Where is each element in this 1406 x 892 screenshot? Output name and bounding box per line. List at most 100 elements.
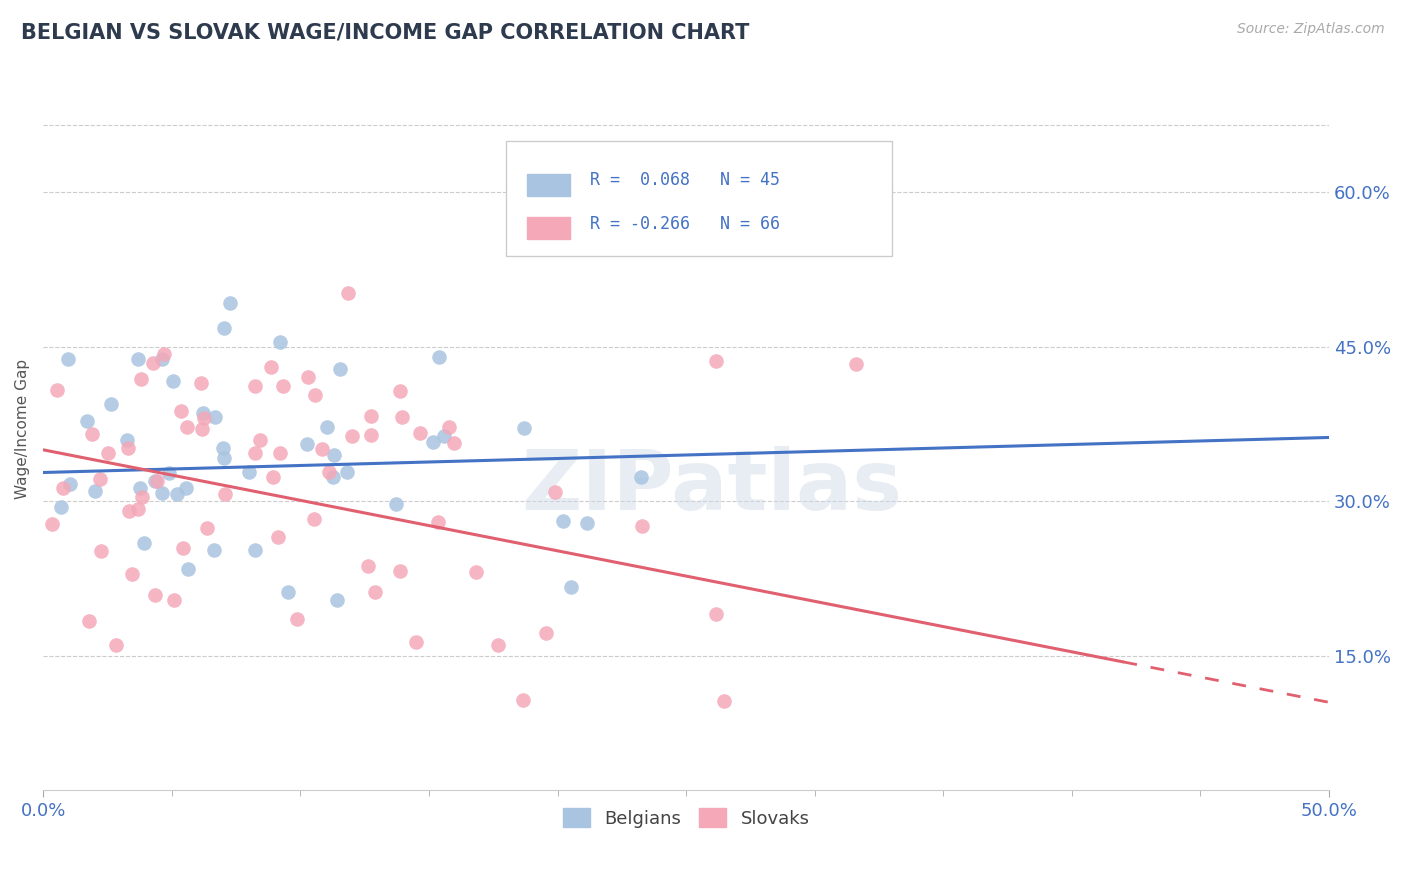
Point [249,434,271,448]
Point [162,374,184,388]
Point [512,692,534,706]
Point [427,350,450,364]
Point [170,404,193,418]
Point [77,614,100,628]
Point [212,450,235,465]
Point [118,504,141,518]
Point [238,465,260,479]
Point [172,541,194,555]
Point [513,421,536,435]
Point [316,419,339,434]
Point [318,466,340,480]
Point [46,383,69,397]
Point [145,589,167,603]
Point [243,446,266,460]
Point [269,334,291,349]
Point [389,384,412,399]
Point [575,516,598,530]
Point [89,472,111,486]
Point [433,429,456,443]
Point [534,626,557,640]
Point [302,512,325,526]
Point [336,465,359,479]
Point [285,612,308,626]
Point [551,514,574,528]
Point [150,351,173,366]
Point [128,481,150,495]
Point [704,354,727,368]
Legend: Belgians, Slovaks: Belgians, Slovaks [555,801,817,835]
Point [191,406,214,420]
Point [117,433,139,447]
Point [83,483,105,498]
Point [129,371,152,385]
Point [212,320,235,334]
Point [52,481,75,495]
Point [544,485,567,500]
Point [76,414,98,428]
Point [146,474,169,488]
Point [127,352,149,367]
Point [214,487,236,501]
Point [405,635,427,649]
Point [190,376,212,390]
Point [271,379,294,393]
Point [336,286,359,301]
Point [360,409,382,423]
Point [49,500,72,514]
Point [323,448,346,462]
Point [713,694,735,708]
Point [117,441,139,455]
Point [159,467,181,481]
Point [360,428,382,442]
Point [326,592,349,607]
Point [340,428,363,442]
Point [437,419,460,434]
Point [486,638,509,652]
Point [41,516,63,531]
Point [267,530,290,544]
Point [364,585,387,599]
Point [560,580,582,594]
Point [243,379,266,393]
Point [145,474,167,488]
Point [304,388,326,402]
Point [90,544,112,558]
Point [630,470,652,484]
Point [295,437,318,451]
Point [100,396,122,410]
Point [322,469,344,483]
Point [260,359,283,374]
Point [388,564,411,578]
Point [706,607,728,622]
Text: R = -0.266   N = 66: R = -0.266 N = 66 [589,215,780,233]
Point [153,347,176,361]
Point [166,487,188,501]
Point [269,446,291,460]
Point [104,638,127,652]
Point [127,501,149,516]
Point [427,515,450,529]
Point [121,566,143,581]
Point [219,296,242,310]
Point [277,584,299,599]
Text: BELGIAN VS SLOVAK WAGE/INCOME GAP CORRELATION CHART: BELGIAN VS SLOVAK WAGE/INCOME GAP CORREL… [21,22,749,42]
Point [97,446,120,460]
Point [131,490,153,504]
Point [177,562,200,576]
Point [262,470,284,484]
Point [195,521,218,535]
FancyBboxPatch shape [506,141,891,256]
Point [311,442,333,457]
Point [422,435,444,450]
Point [297,369,319,384]
Point [329,362,352,376]
Text: Source: ZipAtlas.com: Source: ZipAtlas.com [1237,22,1385,37]
Point [443,436,465,450]
FancyBboxPatch shape [527,217,571,239]
Point [142,356,165,370]
Point [212,441,235,455]
Point [163,592,186,607]
Point [243,543,266,558]
Point [845,357,868,371]
